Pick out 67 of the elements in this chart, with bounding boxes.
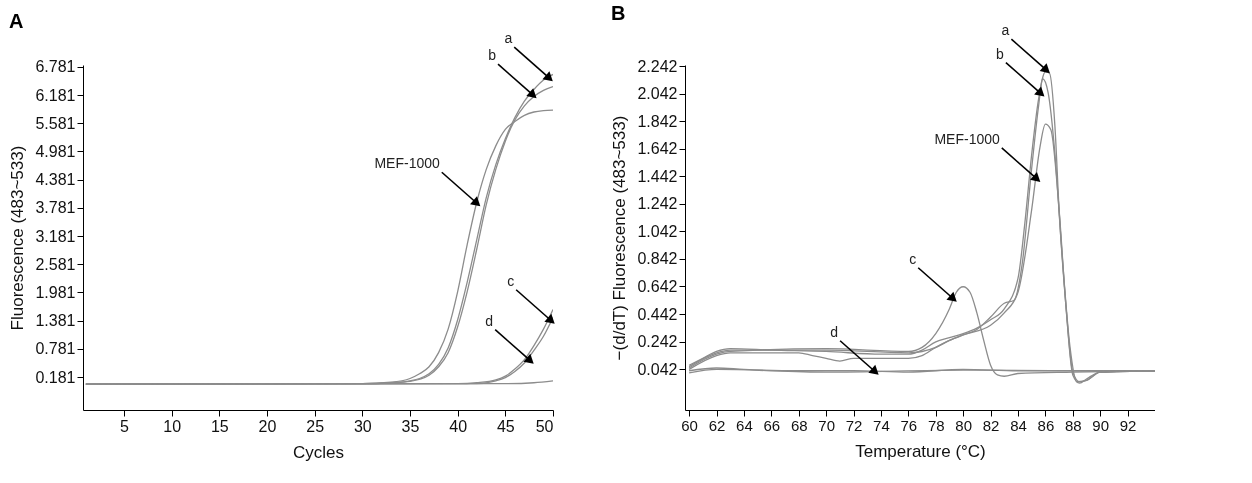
annotation: MEF-1000 [934, 130, 1000, 147]
y-tick-label: 4.381 [35, 171, 76, 189]
y-tick-label: 0.642 [637, 277, 678, 295]
x-tick-label: 62 [708, 416, 726, 434]
annotation: d [485, 312, 494, 329]
y-tick-label: 6.181 [35, 86, 76, 104]
y-tick-label: 1.642 [637, 140, 678, 158]
x-axis-title: Cycles [292, 442, 345, 462]
y-tick-label: 2.042 [637, 85, 678, 103]
y-axis-title: −(d/dT) Fluorescence (483~533) [610, 115, 630, 361]
x-tick-label: 68 [790, 416, 808, 434]
y-tick-label: 1.842 [637, 112, 678, 130]
y-tick-label: 0.242 [637, 333, 678, 351]
x-tick-label: 25 [306, 417, 325, 435]
chart-title: B [610, 2, 626, 25]
y-tick-label: 1.981 [35, 283, 76, 301]
x-tick-label: 60 [681, 416, 698, 434]
x-tick-label: 74 [873, 416, 890, 434]
annotation: c [909, 250, 917, 267]
x-tick-label: 84 [1010, 416, 1027, 434]
y-tick-label: 0.842 [637, 250, 678, 268]
annotation: a [1001, 22, 1010, 39]
x-tick-label: 45 [496, 417, 515, 435]
x-tick-label: 78 [927, 416, 945, 434]
y-tick-label: 5.581 [35, 114, 76, 132]
x-tick-label: 72 [845, 416, 863, 434]
chart-title: A [8, 10, 24, 33]
y-tick-label: 2.242 [637, 57, 678, 75]
y-axis-title: Fluorescence (483~533) [8, 145, 28, 331]
x-tick-label: 80 [955, 416, 973, 434]
y-tick-label: 0.442 [637, 305, 678, 323]
annotation: b [996, 45, 1005, 62]
x-tick-label: 20 [258, 417, 277, 435]
y-tick-label: 2.581 [35, 255, 76, 273]
y-tick-label: 0.042 [637, 360, 678, 378]
x-tick-label: 40 [449, 417, 468, 435]
y-tick-label: 1.381 [35, 312, 76, 330]
y-tick-label: 3.781 [35, 199, 76, 217]
x-tick-label: 76 [900, 416, 918, 434]
annotation: a [504, 30, 513, 47]
x-tick-label: 88 [1064, 416, 1082, 434]
x-tick-label: 50 [535, 417, 554, 435]
x-tick-label: 5 [120, 417, 130, 435]
x-tick-label: 90 [1092, 416, 1110, 434]
x-tick-label: 10 [163, 417, 182, 435]
annotation: b [488, 47, 497, 64]
annotation: MEF-1000 [374, 155, 440, 172]
y-tick-label: 4.981 [35, 142, 76, 160]
y-tick-label: 1.442 [637, 167, 678, 185]
x-tick-label: 70 [818, 416, 835, 434]
x-tick-label: 66 [763, 416, 781, 434]
x-tick-label: 86 [1037, 416, 1055, 434]
x-tick-label: 35 [401, 417, 420, 435]
y-tick-label: 1.242 [637, 195, 678, 213]
y-tick-label: 3.181 [35, 227, 76, 245]
x-tick-label: 64 [736, 416, 753, 434]
y-tick-label: 6.781 [35, 58, 76, 76]
y-tick-label: 1.042 [637, 222, 678, 240]
annotation: d [830, 323, 839, 340]
y-tick-label: 0.181 [35, 368, 76, 386]
y-tick-label: 0.781 [35, 340, 76, 358]
x-tick-label: 15 [210, 417, 229, 435]
x-axis-title: Temperature (°C) [855, 441, 986, 461]
x-tick-label: 92 [1119, 416, 1137, 434]
x-tick-label: 82 [982, 416, 1000, 434]
x-tick-label: 30 [353, 417, 372, 435]
annotation: c [507, 272, 515, 289]
